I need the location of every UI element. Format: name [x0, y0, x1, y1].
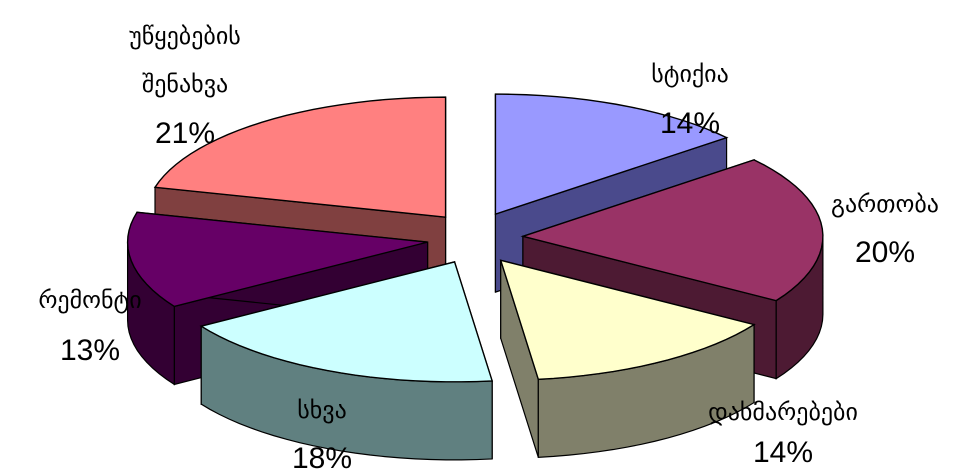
slice-label-percent: 13%	[60, 334, 120, 367]
slice-label-name: შენახვა	[142, 70, 228, 98]
pie-slice-top	[153, 96, 447, 218]
slice-label-percent: 21%	[155, 117, 215, 150]
slice-label-percent: 20%	[855, 236, 915, 269]
slice-label-name: დახმარებები	[708, 398, 858, 426]
pie-slice-top	[199, 261, 494, 383]
pie-slices	[126, 93, 824, 461]
slice-label-percent: 18%	[292, 442, 352, 475]
slice-label-name: სტიქია	[651, 60, 729, 88]
pie-slice-top	[126, 211, 428, 308]
pie-slice	[499, 259, 756, 458]
pie-slice	[199, 261, 494, 461]
pie-slice-top	[520, 159, 824, 302]
slice-label-name: რემონტი	[38, 286, 141, 314]
slice-label-percent: 14%	[753, 436, 813, 469]
slice-label-name: სხვა	[297, 396, 347, 424]
pie-slice-top	[499, 259, 756, 381]
slice-label-name: გართობა	[831, 190, 939, 218]
slice-label-group: სტიქია 14% გართობა 20% დახმარებები 14% ს…	[38, 22, 939, 475]
slice-label-name: უწყებების	[129, 22, 241, 50]
pie-slice-top	[494, 93, 729, 216]
slice-label-percent: 14%	[660, 107, 720, 140]
